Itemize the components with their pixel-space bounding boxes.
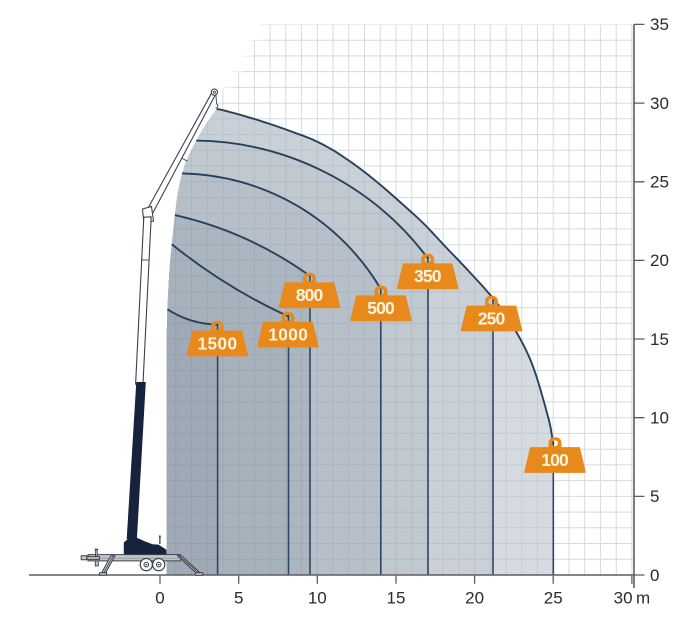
svg-text:5: 5 [650,487,659,506]
svg-text:20: 20 [650,251,669,270]
svg-text:1500: 1500 [198,333,238,353]
svg-text:1000: 1000 [268,325,308,345]
svg-text:15: 15 [387,589,406,608]
svg-text:15: 15 [650,330,669,349]
svg-text:35: 35 [650,15,669,34]
svg-text:25: 25 [544,589,563,608]
svg-text:20: 20 [465,589,484,608]
svg-text:350: 350 [414,266,442,286]
svg-text:30 m: 30 m [614,589,650,608]
svg-text:25: 25 [650,173,669,192]
svg-text:500: 500 [367,298,395,318]
svg-text:5: 5 [234,589,243,608]
svg-text:100: 100 [541,450,569,470]
svg-text:30: 30 [650,94,669,113]
svg-text:10: 10 [650,409,669,428]
svg-text:0: 0 [650,566,659,585]
svg-text:10: 10 [308,589,327,608]
svg-text:800: 800 [296,285,324,305]
svg-text:0: 0 [155,589,164,608]
svg-text:250: 250 [478,308,506,328]
